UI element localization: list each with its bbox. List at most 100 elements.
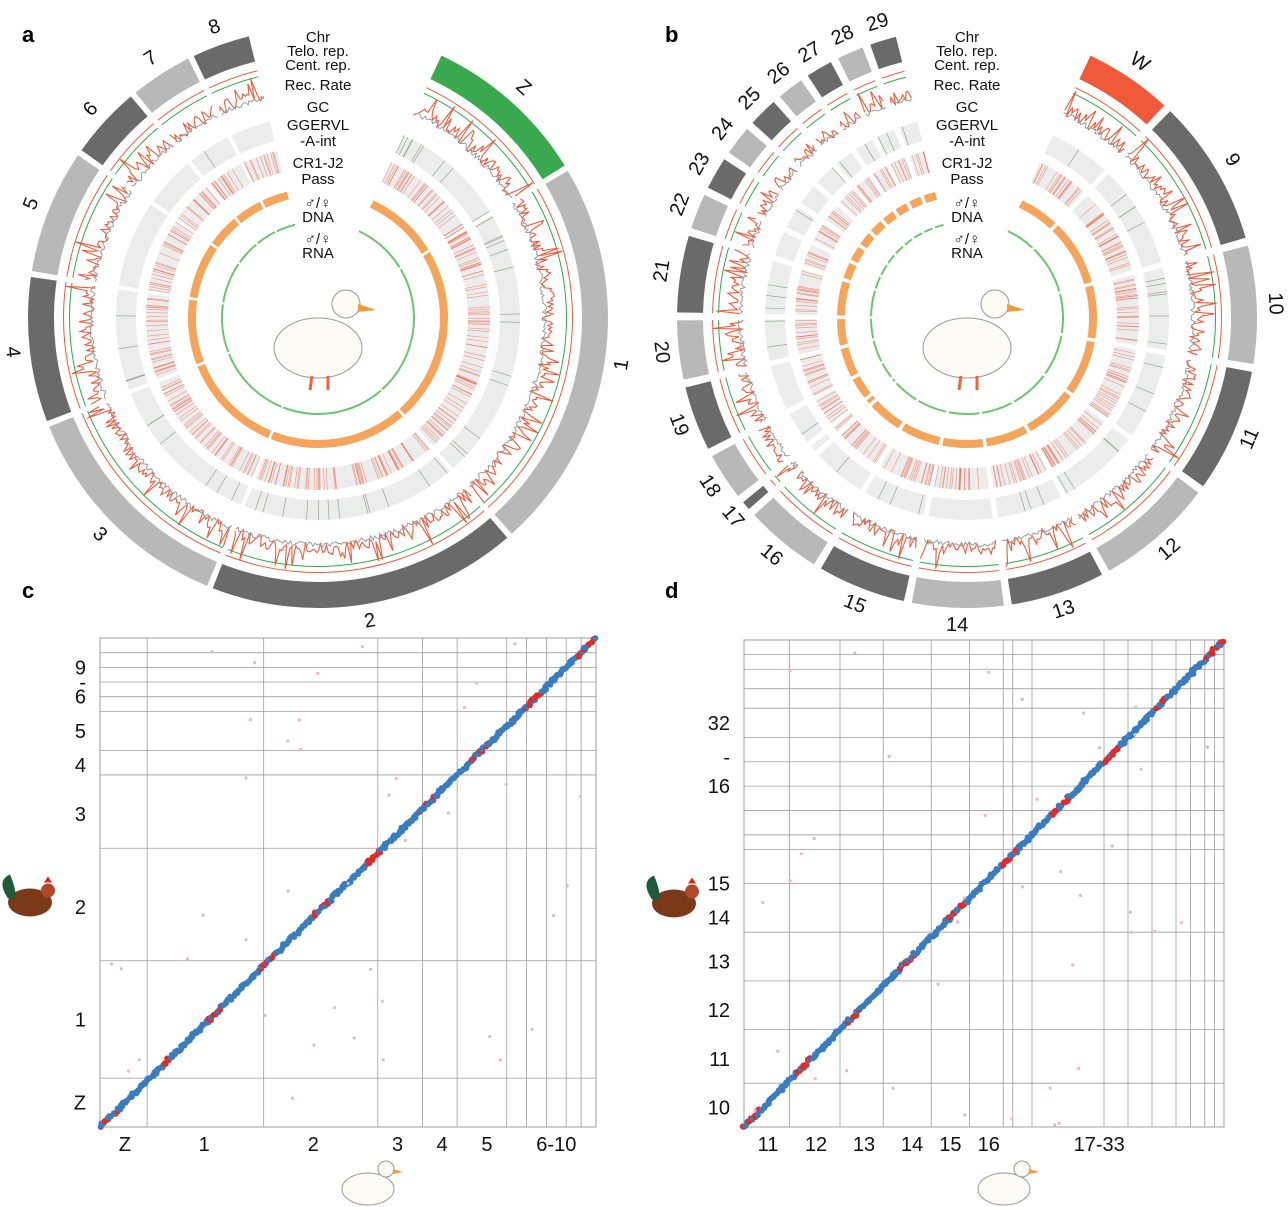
cr1-tick (164, 386, 185, 397)
cr1-tick (443, 223, 463, 237)
ggervl-track (1115, 351, 1166, 436)
ggervl-tick (1063, 471, 1075, 490)
cr1-tick (851, 428, 867, 446)
cr1-tick (323, 467, 325, 490)
ggervl-tick (901, 126, 909, 146)
cr1-tick (392, 448, 404, 468)
cr1-tick (146, 329, 169, 332)
dot-noise (1053, 1123, 1057, 1127)
y-axis-label: 15 (708, 874, 730, 896)
cr1-tick (452, 384, 473, 395)
cr1-tick (1116, 308, 1139, 310)
dot-noise (788, 879, 792, 883)
cr1-tick (885, 166, 897, 187)
ggervl-tick (125, 374, 146, 381)
cr1-tick (217, 177, 232, 197)
ggervl-tick (1019, 492, 1026, 512)
cr1-tick (171, 396, 191, 409)
chromosome-band-22 (691, 194, 728, 237)
cr1-tick (1113, 348, 1136, 354)
gc-line (779, 170, 796, 191)
cr1-tick (170, 228, 191, 241)
cr1-tick (1113, 278, 1135, 285)
cr1-tick (220, 175, 234, 195)
cr1-tick (448, 233, 469, 245)
chromosome-band-Z (430, 55, 565, 180)
cr1-tick (175, 221, 194, 235)
cr1-tick (1104, 377, 1125, 388)
cr1-tick (1057, 181, 1072, 200)
dot-noise (126, 1069, 131, 1073)
dot-noise (201, 913, 205, 917)
telo-track (68, 282, 87, 407)
cr1-tick (867, 177, 881, 196)
chromosome-label-7: 7 (140, 46, 161, 71)
chromosome-band-6 (81, 96, 148, 166)
cr1-tick (898, 160, 908, 181)
cr1-tick (356, 462, 363, 485)
cr1-tick (465, 343, 488, 348)
chromosome-label-9: 9 (1220, 150, 1245, 171)
cr1-tick (902, 457, 912, 478)
cr1-tick (917, 153, 925, 175)
dot-noise (346, 881, 350, 886)
cr1-tick (223, 174, 236, 193)
cr1-tick (1053, 440, 1067, 459)
rna-track (895, 245, 904, 255)
cr1-tick (903, 457, 913, 479)
ggervl-tick (767, 284, 788, 289)
cr1-tick (951, 467, 954, 490)
cr1-tick (400, 442, 414, 462)
dot-noise (387, 793, 391, 797)
dot-noise (298, 747, 303, 752)
dna-track (399, 251, 448, 415)
cr1-tick (1044, 446, 1057, 466)
ggervl-tick (282, 497, 287, 517)
cr1-tick (1041, 447, 1053, 468)
cr1-tick (357, 462, 364, 484)
cr1-tick (459, 368, 481, 376)
cr1-tick (251, 456, 261, 477)
cr1-tick (229, 446, 242, 466)
gc-line (923, 538, 997, 548)
cr1-tick (433, 413, 451, 429)
cr1-tick (244, 453, 254, 474)
telo-track (748, 436, 772, 471)
cr1-tick (866, 178, 880, 197)
cr1-tick (1085, 212, 1104, 227)
telo-track (883, 76, 907, 85)
cr1-tick (805, 258, 827, 267)
dna-track (909, 196, 924, 209)
cr1-tick (977, 467, 980, 490)
dot-noise (565, 884, 569, 888)
gc-line (800, 149, 818, 167)
track-label: ♂/♀ (954, 231, 981, 248)
cr1-tick (1105, 251, 1126, 261)
chromosome-label-13: 13 (1050, 596, 1078, 624)
cr1-tick (148, 289, 171, 294)
cr1-tick (431, 415, 449, 431)
ggervl-tick (159, 431, 176, 445)
cr1-tick (820, 227, 840, 240)
cr1-tick (422, 425, 439, 442)
cr1-tick (1008, 462, 1015, 484)
chromosome-band-26 (779, 80, 816, 117)
track-label: GC (956, 99, 979, 116)
ggervl-tick (337, 498, 341, 519)
gc-line (738, 253, 752, 314)
y-axis-label: 14 (708, 908, 730, 930)
cr1-tick (1051, 176, 1065, 195)
rna-track (904, 238, 913, 246)
rna-track (1007, 230, 1034, 249)
dot-noise (210, 650, 214, 654)
cr1-tick (942, 466, 946, 489)
cr1-tick (255, 157, 265, 179)
chromosome-label-11: 11 (1235, 425, 1263, 453)
cr1-tick (169, 394, 190, 406)
dot-noise (1020, 885, 1025, 889)
cr1-tick (803, 364, 825, 373)
cr1-tick (1018, 458, 1027, 480)
ggervl-track (774, 232, 803, 262)
dna-track (942, 437, 984, 448)
cr1-tick (427, 200, 445, 217)
